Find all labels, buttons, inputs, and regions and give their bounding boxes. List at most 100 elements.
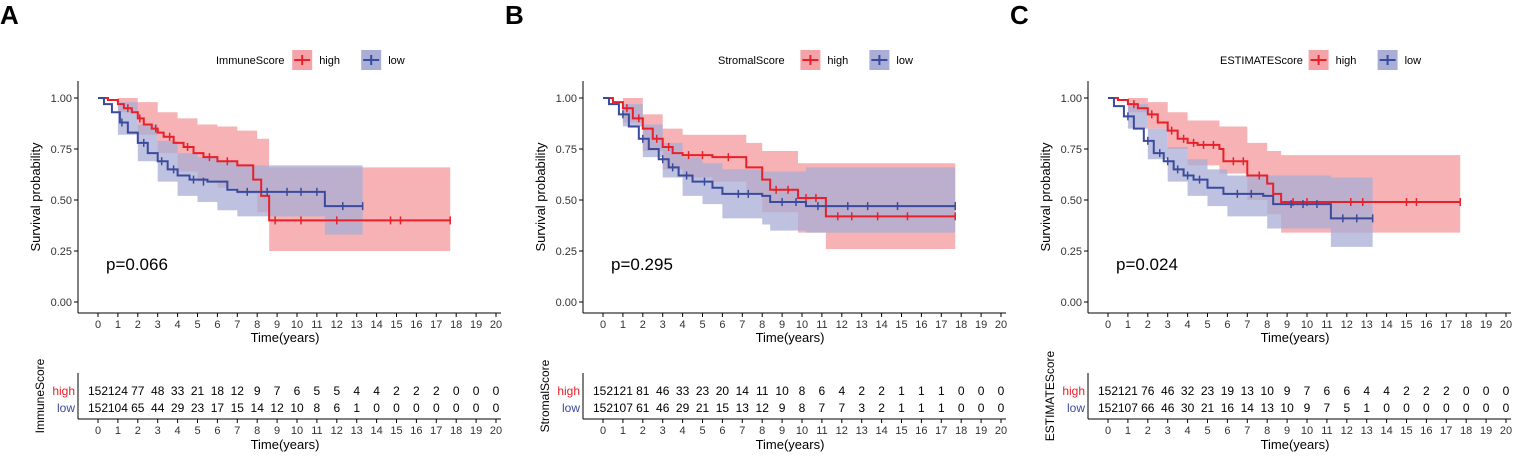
x-tick-label: 12 [836,319,848,331]
risk-count-high: 2 [1403,384,1410,398]
risk-count-high: 0 [1463,384,1470,398]
risk-count-high: 2 [393,384,400,398]
risk-count-high: 2 [413,384,420,398]
risk-count-high: 124 [108,384,128,398]
risk-x-tick-label: 14 [370,425,382,437]
x-tick-label: 2 [640,319,646,331]
x-tick-label: 3 [155,319,161,331]
risk-count-high: 23 [1201,384,1215,398]
km-chart-svg: A ImmuneScore high low 0.00 0.25 0.50 0.75 1.00 0… [0,0,502,452]
risk-x-tick-label: 8 [254,425,260,437]
risk-x-tick-label: 1 [620,425,626,437]
risk-count-low: 6 [333,401,340,415]
risk-count-high: 4 [373,384,380,398]
risk-count-low: 10 [290,401,304,415]
x-tick-label: 1 [115,319,121,331]
risk-x-tick-label: 20 [995,425,1007,437]
risk-x-tick-label: 7 [234,425,240,437]
risk-count-low: 107 [613,401,633,415]
x-tick-label: 5 [1204,319,1210,331]
x-axis-title: Time(years) [251,330,320,345]
x-tick-label: 8 [254,319,260,331]
risk-count-low: 12 [756,401,770,415]
risk-count-high: 11 [756,384,769,398]
risk-count-high: 7 [274,384,281,398]
risk-count-low: 0 [1483,401,1490,415]
risk-count-low: 66 [1141,401,1155,415]
risk-x-tick-label: 7 [1244,425,1250,437]
risk-count-low: 107 [1118,401,1138,415]
risk-count-low: 13 [1261,401,1275,415]
risk-x-tick-label: 9 [779,425,785,437]
x-tick-label: 18 [1460,319,1472,331]
y-tick-label: 0.00 [1061,297,1082,309]
risk-count-high: 21 [191,384,205,398]
x-axis-title: Time(years) [1261,330,1330,345]
km-curve-low [98,97,363,208]
x-tick-label: 12 [331,319,343,331]
x-tick-label: 0 [95,319,101,331]
panel-label: B [505,0,524,30]
risk-count-low: 2 [878,401,885,415]
risk-x-tick-label: 7 [739,425,745,437]
risk-x-tick-label: 9 [1284,425,1290,437]
km-panel-a: A ImmuneScore high low 0.00 0.25 0.50 0.75 1.00 0… [0,0,502,457]
x-tick-label: 10 [1301,319,1313,331]
p-value: p=0.066 [106,255,168,274]
x-tick-label: 15 [1400,319,1412,331]
km-chart-svg: C ESTIMATEScore high low 0.00 0.25 0.50 0.75 1.0… [1010,0,1512,452]
risk-x-tick-label: 19 [470,425,482,437]
risk-x-tick-label: 16 [915,425,927,437]
risk-count-high: 76 [1141,384,1155,398]
panel-label: C [1010,0,1029,30]
risk-count-high: 0 [1503,384,1510,398]
x-tick-label: 17 [1440,319,1452,331]
risk-count-high: 1 [898,384,905,398]
risk-x-tick-label: 12 [331,425,343,437]
risk-table-title: StromalScore [538,359,552,432]
risk-x-tick-label: 18 [955,425,967,437]
risk-count-low: 0 [1503,401,1510,415]
risk-count-low: 14 [251,401,265,415]
y-tick-label: 0.50 [1061,195,1082,207]
risk-count-low: 0 [393,401,400,415]
risk-x-tick-label: 3 [1165,425,1171,437]
risk-count-high: 0 [1483,384,1490,398]
risk-count-high: 5 [333,384,340,398]
risk-x-tick-label: 11 [816,425,827,437]
risk-count-low: 0 [373,401,380,415]
risk-count-low: 65 [131,401,145,415]
legend-title: ImmuneScore [216,55,284,67]
x-tick-label: 18 [450,319,462,331]
risk-count-high: 6 [819,384,826,398]
risk-count-low: 0 [1423,401,1430,415]
legend-label-low: low [896,55,913,67]
p-value: p=0.024 [1116,255,1178,274]
risk-count-low: 152 [1098,401,1118,415]
risk-count-high: 0 [453,384,460,398]
x-tick-label: 18 [955,319,967,331]
risk-count-high: 81 [636,384,650,398]
risk-x-tick-label: 13 [351,425,363,437]
x-tick-label: 20 [490,319,502,331]
x-tick-label: 3 [660,319,666,331]
x-tick-label: 20 [995,319,1007,331]
risk-count-high: 18 [211,384,225,398]
x-tick-label: 9 [274,319,280,331]
risk-count-low: 44 [151,401,165,415]
risk-count-low: 0 [433,401,440,415]
risk-x-tick-label: 6 [214,425,220,437]
y-tick-label: 1.00 [51,93,72,105]
risk-count-high: 0 [473,384,480,398]
y-tick-label: 0.25 [51,246,72,258]
risk-count-low: 9 [1304,401,1311,415]
risk-count-low: 30 [1181,401,1195,415]
y-tick-label: 0.50 [556,195,577,207]
risk-count-high: 1 [938,384,945,398]
risk-x-tick-label: 11 [311,425,322,437]
risk-x-tick-label: 17 [430,425,442,437]
risk-count-low: 0 [1463,401,1470,415]
risk-x-tick-label: 4 [1185,425,1191,437]
risk-count-high: 152 [1098,384,1118,398]
risk-count-high: 8 [799,384,806,398]
